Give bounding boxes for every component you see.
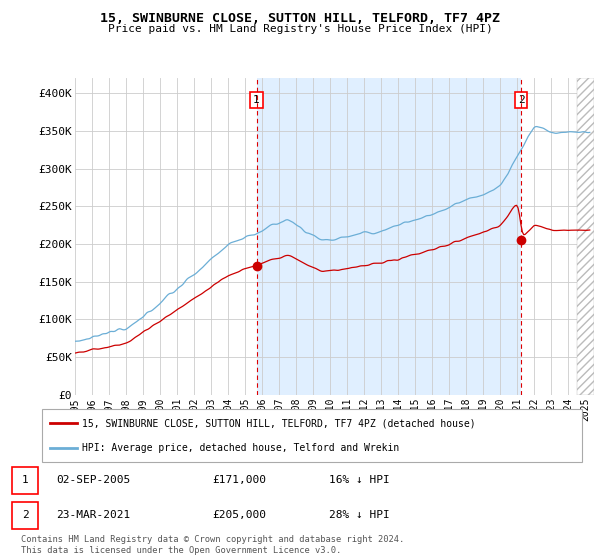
Text: 1: 1 [22, 475, 28, 485]
Text: 15, SWINBURNE CLOSE, SUTTON HILL, TELFORD, TF7 4PZ: 15, SWINBURNE CLOSE, SUTTON HILL, TELFOR… [100, 12, 500, 25]
Text: 28% ↓ HPI: 28% ↓ HPI [329, 510, 390, 520]
Bar [257, 78, 521, 395]
Text: £205,000: £205,000 [212, 510, 266, 520]
Text: Contains HM Land Registry data © Crown copyright and database right 2024.: Contains HM Land Registry data © Crown c… [21, 535, 404, 544]
Text: 16% ↓ HPI: 16% ↓ HPI [329, 475, 390, 485]
Text: HPI: Average price, detached house, Telford and Wrekin: HPI: Average price, detached house, Telf… [83, 442, 400, 452]
Text: This data is licensed under the Open Government Licence v3.0.: This data is licensed under the Open Gov… [21, 547, 341, 556]
Text: 02-SEP-2005: 02-SEP-2005 [56, 475, 130, 485]
Text: £171,000: £171,000 [212, 475, 266, 485]
Bar [12, 502, 38, 529]
Text: 2: 2 [22, 510, 28, 520]
Text: Price paid vs. HM Land Registry's House Price Index (HPI): Price paid vs. HM Land Registry's House … [107, 24, 493, 34]
Text: 15, SWINBURNE CLOSE, SUTTON HILL, TELFORD, TF7 4PZ (detached house): 15, SWINBURNE CLOSE, SUTTON HILL, TELFOR… [83, 418, 476, 428]
Text: 2: 2 [518, 95, 525, 105]
Text: 23-MAR-2021: 23-MAR-2021 [56, 510, 130, 520]
Bar [12, 467, 38, 493]
Text: 1: 1 [253, 95, 260, 105]
